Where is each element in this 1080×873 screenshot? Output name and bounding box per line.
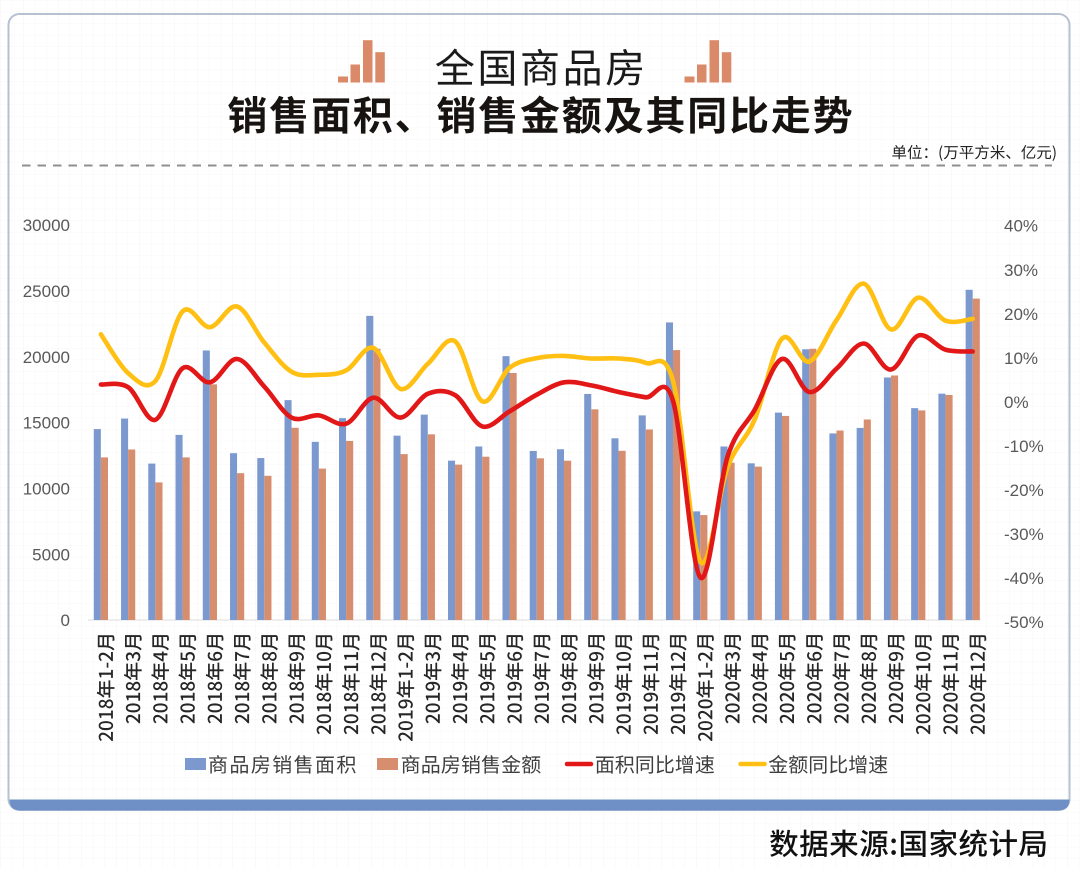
svg-text:0: 0: [61, 611, 70, 630]
svg-text:40%: 40%: [1004, 217, 1038, 236]
svg-text:10%: 10%: [1004, 349, 1038, 368]
svg-text:20000: 20000: [23, 348, 70, 367]
svg-text:10000: 10000: [23, 480, 70, 499]
svg-text:15000: 15000: [23, 414, 70, 433]
svg-text:-20%: -20%: [1004, 481, 1044, 500]
svg-text:30000: 30000: [23, 216, 70, 235]
svg-text:-10%: -10%: [1004, 437, 1044, 456]
svg-text:0%: 0%: [1004, 393, 1029, 412]
svg-text:-40%: -40%: [1004, 569, 1044, 588]
svg-text:25000: 25000: [23, 282, 70, 301]
svg-text:20%: 20%: [1004, 305, 1038, 324]
svg-text:30%: 30%: [1004, 261, 1038, 280]
svg-text:5000: 5000: [32, 545, 70, 564]
svg-text:-30%: -30%: [1004, 525, 1044, 544]
svg-text:-50%: -50%: [1004, 613, 1044, 632]
